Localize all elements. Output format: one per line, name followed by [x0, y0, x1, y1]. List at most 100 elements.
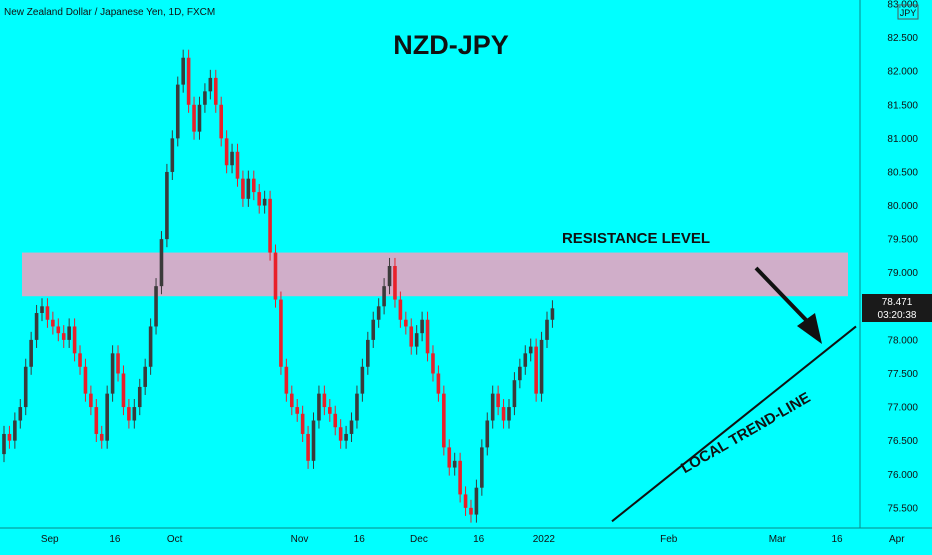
candle-body	[344, 433, 348, 441]
candle-body	[121, 373, 126, 408]
x-tick-label: 16	[354, 534, 366, 545]
bar-countdown: 03:20:38	[878, 310, 917, 321]
candle-body	[496, 393, 500, 408]
candle-body	[83, 366, 88, 394]
candle-body	[51, 319, 55, 327]
candle-body	[414, 333, 419, 347]
candle-body	[360, 366, 365, 394]
y-tick-label: 78.000	[887, 335, 918, 346]
candle-body	[431, 353, 435, 374]
candle-body	[366, 339, 370, 367]
candle-body	[23, 366, 28, 408]
candle-body	[94, 407, 99, 434]
candle-body	[45, 306, 50, 320]
y-tick-label: 75.500	[887, 503, 918, 514]
y-tick-label: 77.000	[887, 403, 918, 414]
candle-body	[18, 407, 23, 421]
candle-body	[89, 393, 93, 408]
candle-body	[273, 252, 278, 300]
candle-body	[463, 494, 468, 508]
y-tick-label: 79.000	[887, 268, 918, 279]
y-tick-label: 82.000	[887, 67, 918, 78]
candle-body	[349, 420, 354, 434]
candle-body	[181, 57, 185, 85]
candle-body	[257, 192, 262, 206]
candle-body	[376, 306, 381, 320]
candle-body	[317, 393, 321, 421]
candle-body	[289, 393, 294, 408]
y-tick-label: 77.500	[887, 369, 918, 380]
candle-body	[110, 353, 115, 394]
resistance-label: RESISTANCE LEVEL	[562, 230, 710, 247]
candle-body	[262, 198, 267, 206]
symbol-info[interactable]: New Zealand Dollar / Japanese Yen, 1D, F…	[4, 7, 215, 18]
y-tick-label: 80.500	[887, 167, 918, 178]
candle-body	[170, 138, 175, 172]
candle-body	[333, 413, 338, 428]
candle-body	[219, 104, 223, 139]
candle-body	[447, 447, 452, 468]
candle-body	[67, 326, 71, 340]
candle-body	[393, 266, 397, 300]
candle-body	[311, 420, 316, 461]
candle-body	[398, 299, 403, 320]
candle-body	[7, 433, 12, 441]
candle-body	[306, 433, 310, 461]
candle-body	[387, 266, 392, 287]
candle-body	[132, 407, 137, 421]
trendline-label: LOCAL TREND-LINE	[678, 389, 813, 477]
candle-body	[13, 420, 17, 441]
candle-body	[442, 393, 446, 448]
candle-body	[268, 198, 272, 253]
candle-body	[382, 286, 386, 307]
candle-body	[490, 393, 495, 421]
y-tick-label: 81.000	[887, 134, 918, 145]
x-tick-label: 16	[832, 534, 844, 545]
candle-body	[523, 353, 528, 367]
candle-body	[371, 319, 376, 340]
candle-body	[241, 178, 245, 199]
candle-body	[203, 91, 207, 105]
candle-body	[29, 339, 33, 367]
candle-body	[2, 433, 6, 455]
chart-title: NZD-JPY	[393, 30, 509, 60]
x-tick-label: Oct	[167, 534, 183, 545]
candle-body	[480, 447, 484, 488]
candle-body	[40, 306, 44, 314]
candle-body	[105, 393, 109, 441]
x-tick-label: 16	[473, 534, 485, 545]
candle-body	[425, 319, 430, 354]
currency-badge[interactable]: JPY	[900, 8, 917, 18]
candle-body	[56, 326, 61, 334]
candle-body	[235, 151, 240, 179]
last-price: 78.471	[882, 297, 913, 308]
candle-body	[34, 313, 39, 340]
x-tick-label: Feb	[660, 534, 678, 545]
candle-body	[78, 353, 82, 367]
candle-body	[507, 407, 511, 421]
candle-body	[279, 299, 283, 367]
candle-body	[300, 413, 305, 434]
down-arrow	[754, 266, 822, 344]
currency-badge-box	[897, 4, 919, 20]
candle-body	[436, 373, 441, 394]
candle-body	[295, 407, 300, 414]
candle-body	[186, 57, 191, 105]
resistance-zone	[22, 252, 848, 297]
x-tick-label: Mar	[769, 534, 787, 545]
candle-body	[230, 151, 234, 166]
candle-body	[485, 420, 490, 448]
candle-body	[99, 433, 104, 441]
x-tick-label: Apr	[889, 534, 905, 545]
candle-body	[246, 178, 251, 199]
candle-body	[322, 393, 327, 408]
candle-body	[512, 380, 517, 408]
candle-body	[338, 427, 343, 441]
candle-body	[474, 487, 479, 515]
candle-body	[328, 407, 332, 414]
candle-body	[452, 460, 457, 468]
x-tick-label: Sep	[41, 534, 59, 545]
candle-body	[213, 77, 218, 105]
